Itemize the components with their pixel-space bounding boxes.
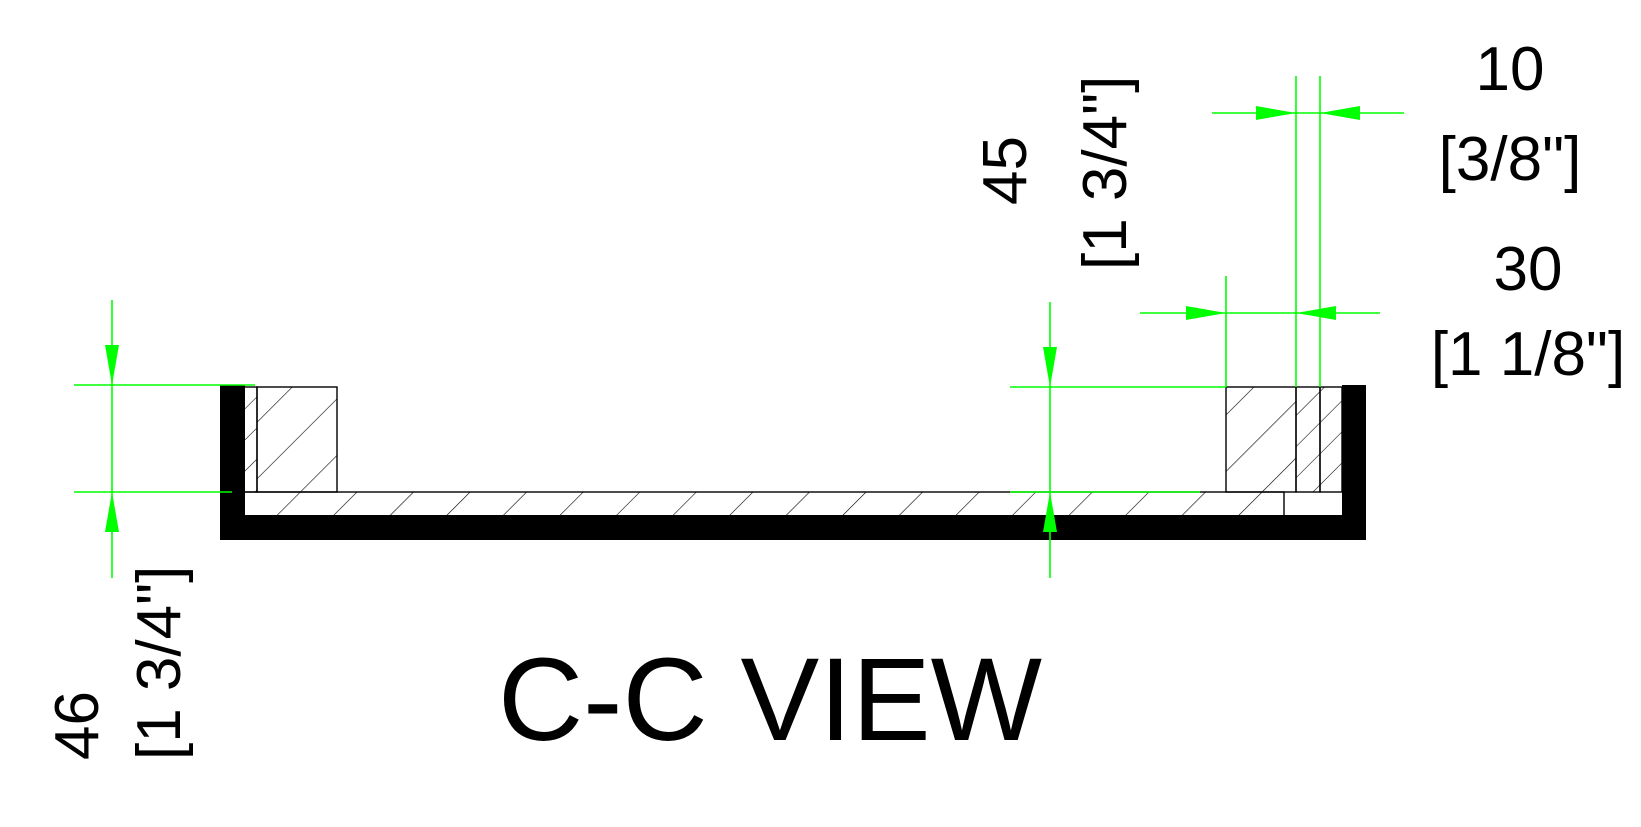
view-title: C-C VIEW [498, 634, 1042, 766]
base-strip [231, 491, 1285, 518]
dimension-slot-width [1212, 76, 1404, 387]
dim-slot-imperial: [3/8"] [1439, 125, 1582, 194]
right-slot-insert [1295, 386, 1321, 493]
dim-label-left: 46 [1 3/4"] [43, 566, 194, 760]
left-block [256, 386, 338, 493]
outer-shell [220, 385, 1366, 540]
dim-right-value: 45 [971, 136, 1040, 205]
dim-block-value: 30 [1494, 235, 1563, 304]
dim-left-value: 46 [43, 691, 112, 760]
dimension-right-height [1010, 302, 1226, 578]
right-block [1225, 386, 1297, 493]
dim-slot-value: 10 [1476, 35, 1545, 104]
right-wall-liner [1319, 386, 1343, 493]
dim-right-imperial: [1 3/4"] [1071, 76, 1140, 270]
dim-label-right: 45 [1 3/4"] [971, 76, 1140, 270]
channel-part [220, 385, 1366, 540]
dimension-block-width [1140, 276, 1380, 387]
dimension-left-height [74, 300, 255, 578]
dim-block-imperial: [1 1/8"] [1431, 320, 1625, 389]
dim-left-imperial: [1 3/4"] [125, 566, 194, 760]
